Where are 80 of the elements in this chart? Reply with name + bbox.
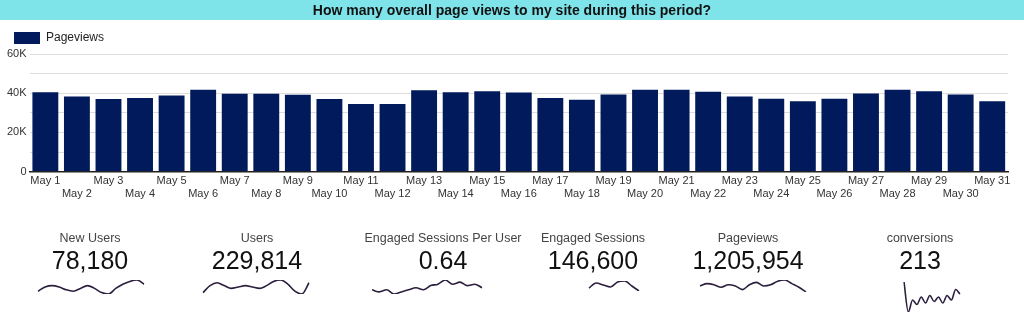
x-tick-label: May 10 bbox=[311, 187, 348, 200]
text: conversions bbox=[885, 231, 955, 245]
bar bbox=[758, 98, 785, 172]
text: Engaged Sessions bbox=[540, 231, 646, 245]
text: New Users bbox=[58, 231, 122, 245]
x-tick-label: May 28 bbox=[879, 187, 916, 200]
text: Engaged Sessions Per User bbox=[363, 231, 523, 245]
x-tick-label: May 19 bbox=[595, 174, 632, 187]
bar bbox=[158, 95, 185, 172]
bar bbox=[127, 98, 153, 172]
y-tick-label: 60K bbox=[6, 47, 28, 60]
text: 229,814 bbox=[210, 246, 304, 274]
bar bbox=[348, 103, 374, 172]
x-tick-label: May 3 bbox=[93, 174, 124, 187]
bar bbox=[663, 89, 690, 172]
x-tick-label: May 7 bbox=[219, 174, 250, 187]
x-tick-label: May 15 bbox=[469, 174, 506, 187]
bar bbox=[411, 90, 438, 172]
x-tick-label: May 18 bbox=[563, 187, 600, 200]
text: 0.64 bbox=[417, 246, 469, 274]
bar bbox=[190, 89, 217, 172]
x-tick-label: May 29 bbox=[911, 174, 948, 187]
x-tick-label: May 6 bbox=[188, 187, 219, 200]
x-tick-label: May 1 bbox=[30, 174, 61, 187]
bar bbox=[821, 98, 848, 172]
x-tick-label: May 9 bbox=[282, 174, 313, 187]
y-tick-label: 40K bbox=[6, 86, 28, 99]
bar bbox=[568, 99, 595, 172]
bar bbox=[63, 96, 90, 172]
text: Pageviews bbox=[716, 231, 780, 245]
bar bbox=[474, 91, 501, 172]
bar bbox=[853, 93, 879, 172]
bar bbox=[979, 101, 1006, 172]
x-tick-label: May 17 bbox=[532, 174, 569, 187]
chart-title: How many overall page views to my site during this period? bbox=[0, 0, 1024, 20]
bar bbox=[32, 92, 59, 172]
x-tick-label: May 22 bbox=[690, 187, 727, 200]
bar bbox=[632, 89, 658, 172]
bar bbox=[537, 98, 564, 172]
x-tick-label: May 24 bbox=[753, 187, 790, 200]
bar bbox=[505, 92, 532, 172]
x-tick-label: May 5 bbox=[156, 174, 187, 187]
bar bbox=[884, 89, 911, 172]
x-tick-label: May 14 bbox=[437, 187, 474, 200]
legend-label: Pageviews bbox=[46, 30, 105, 45]
bar bbox=[284, 94, 311, 172]
text: 213 bbox=[898, 246, 942, 274]
x-tick-label: May 20 bbox=[627, 187, 664, 200]
x-tick-label: May 16 bbox=[500, 187, 537, 200]
x-tick-label: May 27 bbox=[847, 174, 885, 187]
x-tick-label: May 8 bbox=[251, 187, 282, 200]
bar bbox=[379, 103, 406, 172]
x-tick-label: May 12 bbox=[374, 187, 411, 200]
bar bbox=[316, 99, 343, 172]
x-tick-label: May 4 bbox=[125, 187, 156, 200]
bar bbox=[947, 94, 974, 172]
text: 78,180 bbox=[50, 246, 130, 274]
x-tick-label: May 30 bbox=[942, 187, 979, 200]
x-tick-label: May 26 bbox=[816, 187, 853, 200]
bar bbox=[916, 91, 943, 172]
bar bbox=[789, 101, 816, 172]
bar bbox=[221, 93, 248, 172]
bar bbox=[253, 93, 280, 172]
text: Users bbox=[239, 231, 275, 245]
x-tick-label: May 2 bbox=[61, 187, 92, 200]
x-tick-label: May 23 bbox=[721, 174, 758, 187]
text: 146,600 bbox=[546, 246, 640, 274]
y-tick-label: 0 bbox=[20, 164, 27, 177]
x-tick-label: May 31 bbox=[974, 174, 1011, 187]
x-tick-label: May 25 bbox=[784, 174, 821, 187]
bar bbox=[442, 92, 469, 172]
bar bbox=[600, 94, 627, 172]
text: 1,205,954 bbox=[691, 246, 805, 274]
x-tick-label: May 11 bbox=[343, 174, 379, 187]
bar bbox=[726, 96, 753, 172]
bar bbox=[695, 91, 722, 172]
x-tick-label: May 13 bbox=[406, 174, 443, 187]
bar bbox=[95, 99, 122, 172]
x-tick-label: May 21 bbox=[658, 174, 695, 187]
y-tick-label: 20K bbox=[6, 125, 28, 138]
